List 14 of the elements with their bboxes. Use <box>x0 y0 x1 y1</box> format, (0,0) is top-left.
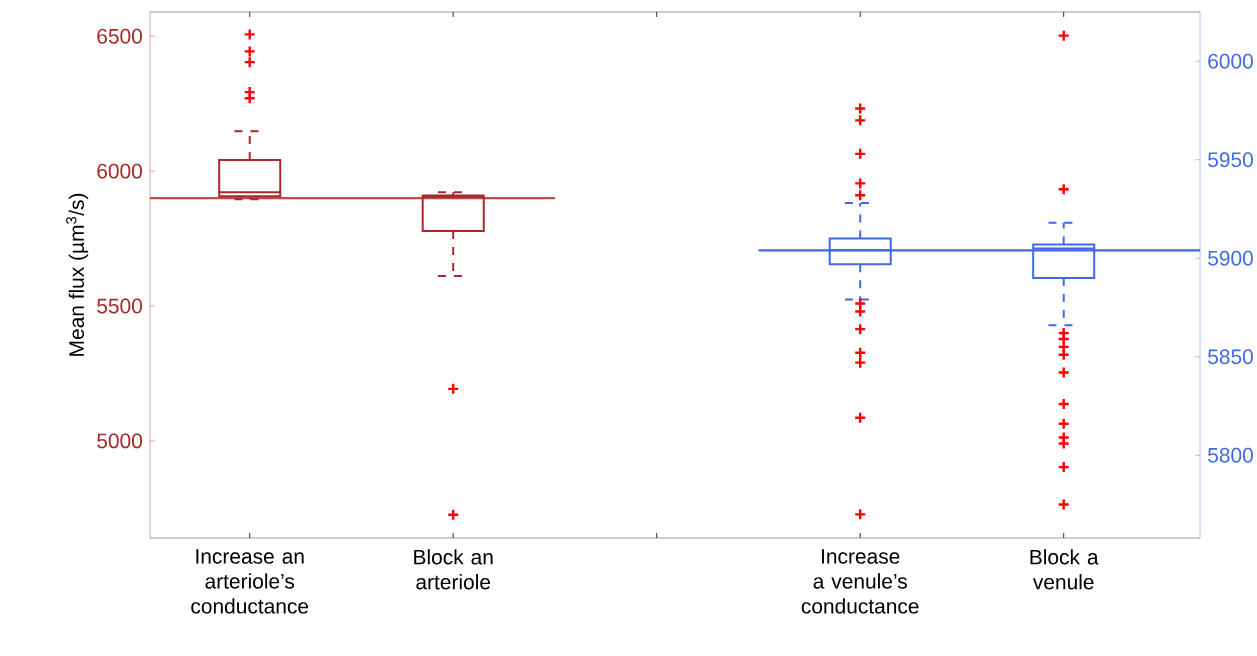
y-tick-label: 6500 <box>97 28 142 44</box>
x-tick-label: Block an arteriole <box>414 549 493 590</box>
x-tick-label: Increase a venule’s conductance <box>801 549 919 614</box>
y2-tick-label: 6000 <box>1208 53 1253 69</box>
x-tick-label: Block a venule <box>1030 549 1099 590</box>
y2-tick-label: 5900 <box>1208 250 1253 266</box>
y-tick-label: 6000 <box>97 163 142 179</box>
x-tick-label: Increase an arteriole’s conductance <box>191 549 309 614</box>
y-tick-label: 5000 <box>97 433 142 449</box>
y2-tick-label: 5950 <box>1208 152 1253 168</box>
y2-tick-label: 5850 <box>1208 349 1253 365</box>
y-axis-title: Mean flux (µm$^{3}$/s) <box>66 193 89 356</box>
y2-tick-label: 5800 <box>1208 447 1253 463</box>
y-tick-label: 5500 <box>97 298 142 314</box>
